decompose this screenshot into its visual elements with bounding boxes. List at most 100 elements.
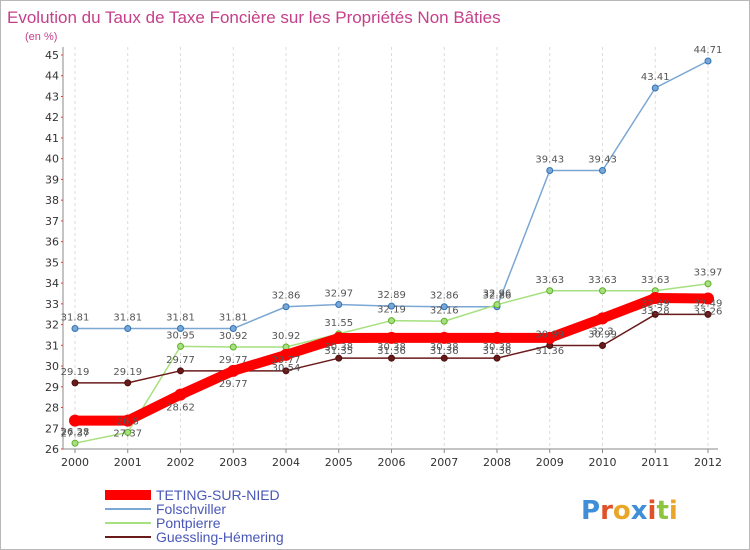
data-label: 30.99	[535, 330, 564, 341]
data-label: 33.63	[641, 275, 670, 286]
x-tick-label: 2003	[219, 456, 247, 469]
data-label: 27.37	[61, 429, 90, 440]
data-point	[124, 428, 132, 436]
data-point	[651, 310, 659, 318]
data-point	[177, 342, 184, 350]
series-lines	[69, 57, 714, 447]
data-point	[71, 325, 79, 333]
y-tick-label: 45	[45, 49, 59, 62]
y-tick-label: 28	[45, 402, 59, 415]
data-point	[440, 303, 448, 311]
data-point	[388, 317, 395, 325]
data-point	[649, 292, 662, 305]
x-tick-label: 2011	[641, 456, 669, 469]
data-point	[229, 325, 237, 333]
data-label: 32.86	[430, 291, 459, 302]
data-label: 30.92	[272, 331, 301, 342]
data-label: 33.63	[535, 275, 564, 286]
y-tick-label: 35	[45, 256, 59, 269]
data-point	[440, 317, 448, 325]
data-point	[335, 354, 343, 362]
data-point	[599, 287, 606, 295]
data-label: 31.36	[430, 346, 459, 357]
data-label: 33.97	[694, 268, 723, 279]
data-label: 31.55	[324, 318, 353, 329]
y-tick-label: 42	[45, 111, 59, 124]
data-label: 31.36	[535, 346, 564, 357]
data-point	[227, 364, 240, 377]
legend-label: Pontpierre	[156, 515, 221, 531]
data-point	[702, 292, 714, 305]
data-point	[69, 414, 81, 427]
data-label: 32.96	[483, 289, 512, 300]
grid	[74, 47, 709, 449]
data-label: 30.54	[272, 363, 301, 374]
data-point	[71, 439, 79, 447]
data-label: 30.38	[483, 342, 512, 353]
data-point	[596, 312, 609, 325]
x-tick-label: 2001	[114, 456, 142, 469]
legend-label: TETING-SUR-NIED	[156, 487, 280, 503]
data-point	[177, 325, 184, 333]
data-label: 30.99	[588, 330, 617, 341]
y-tick-label: 41	[45, 132, 59, 145]
y-tick-label: 39	[45, 173, 59, 186]
data-label: 33.63	[588, 275, 617, 286]
y-tick-label: 38	[45, 194, 59, 207]
data-point	[335, 300, 343, 308]
y-tick-label: 29	[45, 381, 59, 394]
y-tick-label: 40	[45, 153, 59, 166]
legend-label: Folschviller	[156, 501, 226, 517]
x-tick-label: 2009	[536, 456, 564, 469]
data-label: 39.43	[535, 155, 564, 166]
data-point	[704, 280, 712, 288]
data-label: 28.62	[166, 403, 195, 414]
data-label: 26.8	[117, 416, 139, 427]
y-tick-label: 44	[45, 70, 59, 83]
data-label: 30.38	[377, 342, 406, 353]
data-label: 30.38	[324, 342, 353, 353]
y-tick-label: 37	[45, 215, 59, 228]
y-tick-label: 33	[45, 298, 59, 311]
data-label: 31.81	[113, 313, 142, 324]
y-tick-label: 43	[45, 90, 59, 103]
y-tick-label: 32	[45, 319, 59, 332]
data-point	[438, 331, 451, 344]
data-label: 32.16	[430, 305, 459, 316]
data-label: 33.28	[641, 306, 670, 317]
data-label: 44.71	[694, 45, 723, 56]
data-point	[546, 287, 554, 295]
data-point	[388, 302, 395, 310]
data-label: 29.77	[166, 355, 195, 366]
x-tick-label: 2005	[325, 456, 353, 469]
data-point	[282, 367, 290, 375]
x-tick-label: 2004	[272, 456, 300, 469]
data-label: 29.77	[219, 355, 248, 366]
data-point	[599, 342, 606, 350]
y-tick-label: 27	[45, 422, 59, 435]
axes: 26 27 28 29 30 31 32 33 34 35 36 37 38 39 40 41 42 43 44 45…	[45, 47, 722, 469]
y-tick-label: 30	[45, 360, 59, 373]
y-tick-label: 31	[45, 339, 59, 352]
data-point	[124, 379, 132, 387]
y-tick-label: 36	[45, 236, 59, 249]
data-point	[599, 167, 606, 175]
data-label: 30.38	[430, 342, 459, 353]
data-label: 31.35	[324, 346, 353, 357]
y-tick-label: 26	[45, 443, 59, 456]
data-point	[546, 167, 554, 175]
data-label: 33.26	[694, 306, 723, 317]
data-label: 31.81	[61, 313, 90, 324]
data-point	[543, 331, 556, 344]
x-tick-label: 2006	[378, 456, 406, 469]
legend-label: Guessling-Hémering	[156, 529, 284, 545]
chart-subtitle: (en %)	[25, 31, 57, 43]
data-label: 32.89	[377, 290, 406, 301]
data-label: 29.77	[219, 379, 248, 390]
x-tick-label: 2008	[483, 456, 511, 469]
data-point	[491, 331, 503, 344]
data-label: 31.36	[483, 346, 512, 357]
data-label: 32.86	[272, 291, 301, 302]
